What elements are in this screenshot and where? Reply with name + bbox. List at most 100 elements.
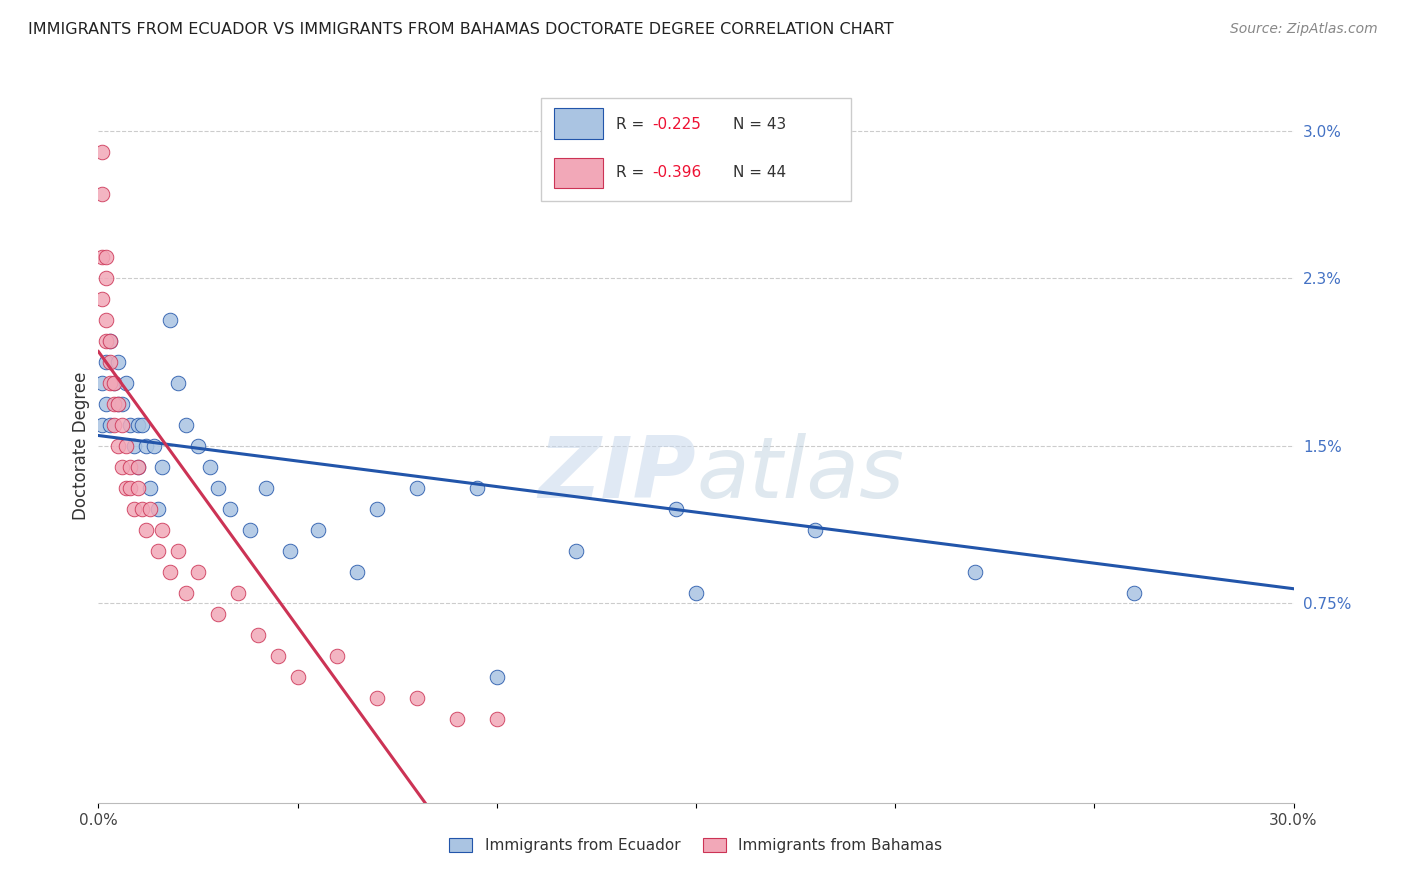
- Point: [96, 334, 118, 348]
- Point: [98, 376, 122, 390]
- Point: [135, 439, 157, 453]
- Point: [91, 292, 114, 306]
- Point: [131, 502, 153, 516]
- Point: [115, 439, 138, 453]
- Point: [446, 712, 468, 726]
- Point: [287, 670, 309, 684]
- Point: [120, 481, 142, 495]
- Point: [267, 648, 290, 663]
- Point: [96, 313, 118, 327]
- Point: [127, 481, 149, 495]
- Point: [366, 502, 388, 516]
- Point: [148, 544, 170, 558]
- Point: [174, 586, 197, 600]
- Point: [111, 417, 134, 432]
- Point: [963, 565, 986, 579]
- Point: [187, 565, 209, 579]
- Point: [150, 460, 173, 475]
- Legend: Immigrants from Ecuador, Immigrants from Bahamas: Immigrants from Ecuador, Immigrants from…: [443, 832, 949, 859]
- Point: [127, 460, 149, 475]
- Point: [103, 417, 125, 432]
- Point: [159, 313, 181, 327]
- Text: N = 44: N = 44: [733, 165, 786, 180]
- Text: R =: R =: [616, 165, 648, 180]
- Text: N = 43: N = 43: [733, 117, 786, 132]
- Point: [167, 544, 190, 558]
- Point: [406, 481, 429, 495]
- Point: [115, 376, 138, 390]
- Text: -0.396: -0.396: [652, 165, 702, 180]
- Point: [91, 376, 114, 390]
- Point: [685, 586, 707, 600]
- Point: [366, 690, 388, 705]
- Point: [254, 481, 277, 495]
- Point: [246, 628, 269, 642]
- Point: [159, 565, 181, 579]
- Text: ZIP: ZIP: [538, 433, 696, 516]
- Point: [98, 417, 122, 432]
- Point: [98, 334, 122, 348]
- Point: [139, 481, 162, 495]
- Point: [131, 417, 153, 432]
- Point: [127, 417, 149, 432]
- Point: [219, 502, 242, 516]
- Point: [485, 670, 508, 684]
- Point: [150, 523, 173, 537]
- Point: [96, 250, 118, 264]
- Point: [135, 523, 157, 537]
- Point: [226, 586, 249, 600]
- Point: [198, 460, 221, 475]
- Point: [326, 648, 349, 663]
- Point: [307, 523, 329, 537]
- Point: [107, 355, 129, 369]
- Point: [91, 250, 114, 264]
- FancyBboxPatch shape: [554, 109, 603, 139]
- Point: [124, 502, 146, 516]
- Point: [148, 502, 170, 516]
- Point: [120, 460, 142, 475]
- Point: [103, 376, 125, 390]
- Point: [96, 355, 118, 369]
- Point: [239, 523, 262, 537]
- Point: [107, 397, 129, 411]
- Text: -0.225: -0.225: [652, 117, 702, 132]
- Point: [485, 712, 508, 726]
- FancyBboxPatch shape: [541, 98, 851, 201]
- Point: [187, 439, 209, 453]
- Point: [1123, 586, 1146, 600]
- Point: [91, 417, 114, 432]
- Point: [124, 439, 146, 453]
- Point: [96, 271, 118, 285]
- Point: [98, 334, 122, 348]
- Point: [174, 417, 197, 432]
- Point: [278, 544, 301, 558]
- Point: [103, 397, 125, 411]
- Point: [167, 376, 190, 390]
- Text: IMMIGRANTS FROM ECUADOR VS IMMIGRANTS FROM BAHAMAS DOCTORATE DEGREE CORRELATION : IMMIGRANTS FROM ECUADOR VS IMMIGRANTS FR…: [28, 22, 894, 37]
- Point: [107, 397, 129, 411]
- Text: R =: R =: [616, 117, 648, 132]
- Point: [111, 460, 134, 475]
- Point: [207, 481, 229, 495]
- Y-axis label: Doctorate Degree: Doctorate Degree: [72, 372, 90, 520]
- Text: atlas: atlas: [696, 433, 904, 516]
- Point: [207, 607, 229, 621]
- Point: [103, 376, 125, 390]
- Point: [346, 565, 368, 579]
- Point: [406, 690, 429, 705]
- Point: [139, 502, 162, 516]
- Point: [127, 460, 149, 475]
- Point: [143, 439, 166, 453]
- Point: [120, 417, 142, 432]
- Point: [665, 502, 688, 516]
- Point: [98, 355, 122, 369]
- Point: [111, 397, 134, 411]
- Point: [91, 145, 114, 160]
- FancyBboxPatch shape: [554, 158, 603, 188]
- Point: [107, 439, 129, 453]
- Point: [115, 481, 138, 495]
- Point: [91, 187, 114, 202]
- Point: [465, 481, 488, 495]
- Text: Source: ZipAtlas.com: Source: ZipAtlas.com: [1230, 22, 1378, 37]
- Point: [96, 397, 118, 411]
